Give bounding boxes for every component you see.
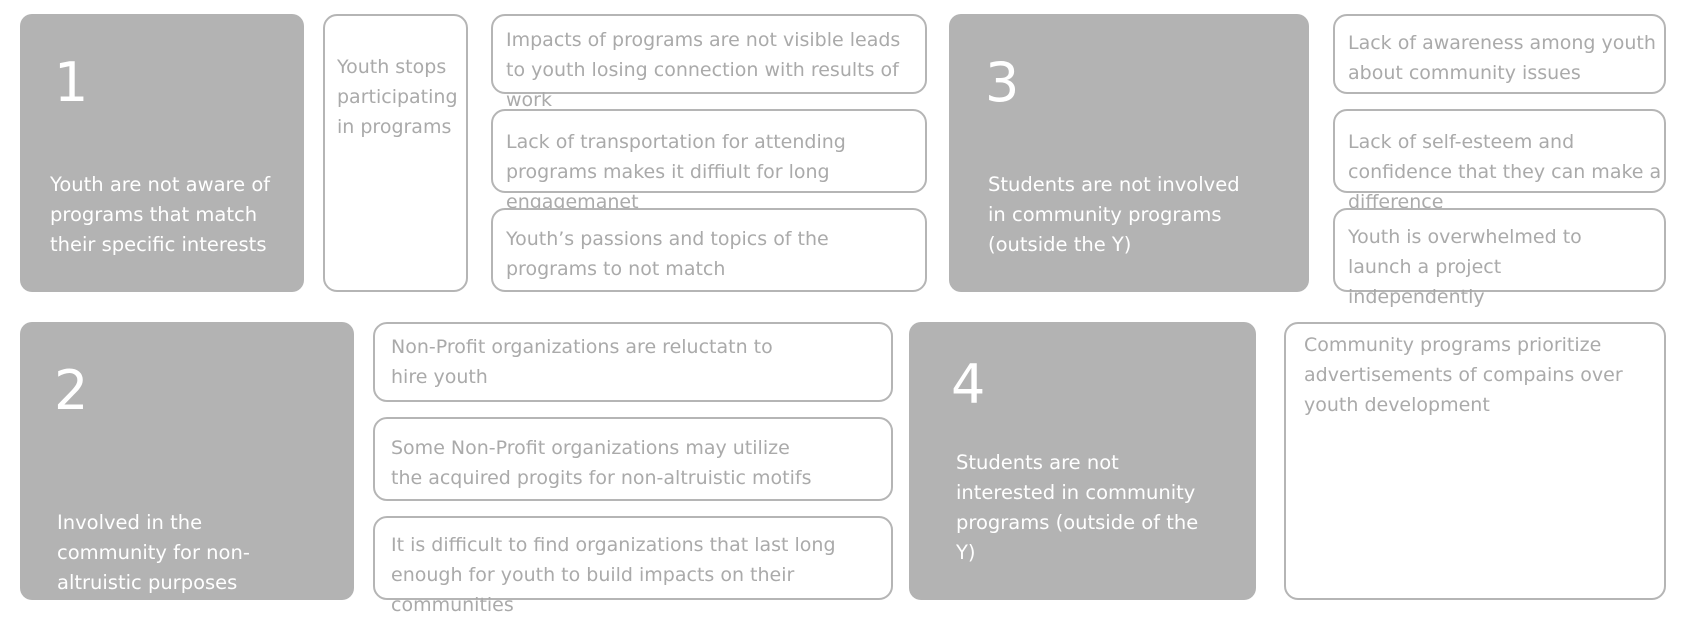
cause-box-3c: Youth is overwhelmed to launch a project…	[1333, 208, 1666, 308]
lead-cause-text: Youth stops participating in programs	[337, 56, 458, 138]
cause-box-1a: Impacts of programs are not visible lead…	[491, 14, 927, 111]
issue-title-3: Students are not involved in community p…	[988, 173, 1240, 256]
cause-text-2a: Non-Profit organizations are reluctatn t…	[391, 336, 773, 388]
cause-box-3a: Lack of awareness among youth about comm…	[1333, 14, 1666, 94]
cause-box-1b: Lack of transportation for attending pro…	[491, 109, 927, 213]
cause-text-3a: Lack of awareness among youth about comm…	[1348, 32, 1656, 84]
issue-title-4: Students are not interested in community…	[956, 451, 1199, 564]
cause-text-2c: It is difficult to find organizations th…	[391, 534, 836, 616]
issue-number-2: 2	[54, 359, 89, 422]
lead-cause-box: Youth stops participating in programs	[323, 14, 468, 292]
issue-number-3: 3	[985, 51, 1020, 114]
cause-text-1a: Impacts of programs are not visible lead…	[506, 29, 901, 111]
cause-text-3b: Lack of self-esteem and confidence that …	[1348, 131, 1662, 213]
cause-box-3b: Lack of self-esteem and confidence that …	[1333, 109, 1666, 213]
cause-box-2c: It is difficult to find organizations th…	[373, 516, 893, 616]
cause-box-1c: Youth’s passions and topics of the progr…	[491, 208, 927, 292]
issue-title-1: Youth are not aware of programs that mat…	[50, 173, 271, 256]
cause-text-3c: Youth is overwhelmed to launch a project…	[1348, 226, 1582, 308]
cause-text-1c: Youth’s passions and topics of the progr…	[506, 228, 829, 280]
cause-box-2b: Some Non-Profit organizations may utiliz…	[373, 417, 893, 501]
issue-card-4: 4 Students are not interested in communi…	[909, 322, 1256, 600]
issue-title-2: Involved in the community for non-altrui…	[57, 511, 250, 594]
issue-number-4: 4	[951, 353, 986, 416]
cause-box-4a: Community programs prioritize advertisem…	[1284, 322, 1666, 600]
issue-number-1: 1	[54, 51, 89, 114]
issue-card-3: 3 Students are not involved in community…	[949, 14, 1309, 292]
cause-text-1b: Lack of transportation for attending pro…	[506, 131, 846, 213]
issue-card-2: 2 Involved in the community for non-altr…	[20, 322, 354, 600]
cause-text-4a: Community programs prioritize advertisem…	[1304, 334, 1623, 416]
cause-box-2a: Non-Profit organizations are reluctatn t…	[373, 322, 893, 402]
issue-card-1: 1 Youth are not aware of programs that m…	[20, 14, 304, 292]
cause-text-2b: Some Non-Profit organizations may utiliz…	[391, 437, 812, 489]
